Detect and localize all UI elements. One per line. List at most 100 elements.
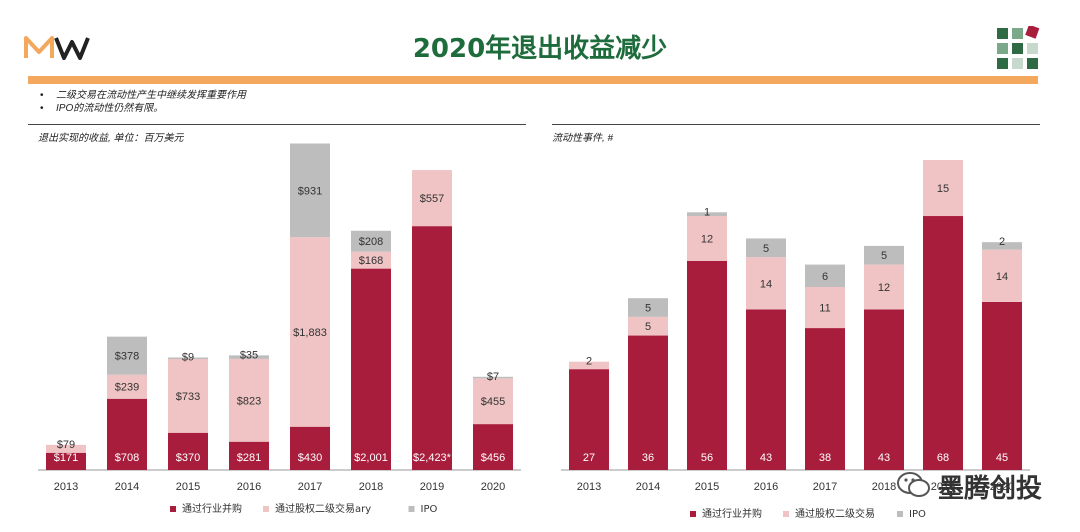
data-label: 5 bbox=[763, 243, 769, 255]
bullet-list: 二级交易在流动性产生中继续发挥重要作用 IPO的流动性仍然有限。 bbox=[40, 89, 246, 115]
data-label: 5 bbox=[645, 303, 651, 315]
mw-logo bbox=[24, 36, 90, 60]
bar-segment bbox=[229, 441, 269, 470]
legend-swatch bbox=[408, 506, 415, 512]
legend-swatch bbox=[263, 506, 269, 512]
data-label: $171 bbox=[54, 452, 78, 464]
data-label: 1 bbox=[704, 206, 710, 218]
bar-segment bbox=[687, 260, 727, 470]
x-tick-label: 2013 bbox=[54, 481, 78, 493]
data-label: $1,883 bbox=[293, 327, 327, 339]
data-label: 6 bbox=[822, 271, 828, 283]
legend-label: IPO bbox=[909, 509, 926, 520]
left-panel-rule bbox=[28, 124, 526, 125]
data-label: $9 bbox=[182, 351, 194, 363]
data-label: $168 bbox=[359, 255, 383, 267]
data-label: $370 bbox=[176, 452, 200, 464]
legend-label: 通过股权二级交易ary bbox=[275, 502, 371, 515]
data-label: $2,001 bbox=[354, 452, 388, 464]
bar-segment bbox=[107, 398, 147, 470]
bar-segment bbox=[687, 216, 727, 261]
legend-label: 通过股权二级交易 bbox=[795, 507, 875, 520]
x-tick-label: 2019 bbox=[931, 481, 955, 493]
header-accent-bar bbox=[28, 76, 1038, 84]
data-label: $557 bbox=[420, 193, 444, 205]
legend-swatch bbox=[170, 506, 176, 512]
bar-segment bbox=[168, 432, 208, 470]
bar-segment bbox=[46, 444, 86, 453]
x-tick-label: 2015 bbox=[695, 481, 719, 493]
bar-segment bbox=[805, 286, 845, 329]
grid-logo-icon bbox=[997, 26, 1040, 69]
data-label: $35 bbox=[240, 349, 258, 361]
data-label: 14 bbox=[760, 278, 772, 290]
data-label: $281 bbox=[237, 452, 261, 464]
data-label: 5 bbox=[881, 250, 887, 262]
data-label: 11 bbox=[819, 303, 830, 315]
legend-swatch bbox=[690, 511, 696, 517]
bar-segment bbox=[412, 170, 452, 227]
exit-proceeds-chart: $171$79 2013 $708 $239 $378 2014 $370 $733 $9 201… bbox=[38, 143, 521, 515]
data-label: 12 bbox=[878, 282, 890, 294]
x-tick-label: 2019 bbox=[420, 481, 444, 493]
bullet-item: IPO的流动性仍然有限。 bbox=[40, 102, 246, 115]
right-panel-rule bbox=[552, 124, 1040, 125]
bar-segment bbox=[473, 378, 513, 425]
data-label: 5 bbox=[645, 321, 651, 333]
bar-segment bbox=[351, 230, 391, 252]
x-tick-label: 2013 bbox=[577, 481, 601, 493]
bar-segment bbox=[412, 226, 452, 470]
bar-segment bbox=[805, 328, 845, 470]
data-label: 68 bbox=[937, 452, 949, 464]
bar-segment bbox=[351, 268, 391, 470]
x-tick-label: 2016 bbox=[237, 481, 261, 493]
data-label: $2,423* bbox=[413, 452, 452, 464]
bar-segment bbox=[746, 238, 786, 258]
wechat-icon bbox=[897, 472, 930, 497]
data-label: 2 bbox=[999, 236, 1005, 248]
bar-segment bbox=[107, 374, 147, 399]
bullet-item: 二级交易在流动性产生中继续发挥重要作用 bbox=[40, 89, 246, 102]
data-label: $7 bbox=[487, 371, 499, 383]
data-label: 12 bbox=[701, 233, 713, 245]
bar-segment bbox=[46, 452, 86, 470]
bar-segment bbox=[290, 143, 330, 238]
data-label: $430 bbox=[298, 452, 322, 464]
bar-segment bbox=[473, 376, 513, 379]
legend-label: 通过行业并购 bbox=[702, 507, 762, 520]
x-tick-label: 2016 bbox=[754, 481, 778, 493]
bar-segment bbox=[229, 358, 269, 442]
bar-segment bbox=[107, 336, 147, 375]
data-label: $733 bbox=[176, 391, 200, 403]
bar-segment bbox=[864, 309, 904, 470]
legend-label: IPO bbox=[421, 504, 438, 515]
legend-swatch bbox=[783, 511, 789, 517]
data-label: $378 bbox=[115, 351, 139, 363]
data-label: $79 bbox=[57, 439, 75, 451]
bar-segment bbox=[290, 237, 330, 427]
data-label: $239 bbox=[115, 382, 139, 394]
data-label: $931 bbox=[298, 185, 322, 197]
right-chart-title: 流动性事件, # bbox=[552, 133, 614, 144]
data-label: 43 bbox=[760, 452, 772, 464]
bar-segment bbox=[290, 426, 330, 470]
bar-segment bbox=[569, 361, 609, 370]
data-label: 45 bbox=[996, 452, 1008, 464]
liquidity-events-chart: 27 2 2013 36 5 5 2014 56 12 1 2015 43 14 5 2016 38 11 6 20… bbox=[561, 160, 1030, 520]
bar-segment bbox=[628, 298, 668, 317]
data-label: 15 bbox=[937, 183, 949, 195]
bar-segment bbox=[982, 242, 1022, 250]
data-label: $823 bbox=[237, 395, 261, 407]
data-label: 56 bbox=[701, 452, 713, 464]
data-label: $208 bbox=[359, 236, 383, 248]
bar-segment bbox=[982, 249, 1022, 302]
x-tick-label: 2017 bbox=[813, 481, 837, 493]
bar-segment bbox=[923, 160, 963, 217]
x-tick-label: 2014 bbox=[636, 481, 660, 493]
bar-segment bbox=[746, 309, 786, 470]
data-label: $456 bbox=[481, 452, 505, 464]
x-tick-label: 2017 bbox=[298, 481, 322, 493]
x-tick-label: 2018 bbox=[359, 481, 383, 493]
bar-segment bbox=[168, 358, 208, 433]
left-chart-title: 退出实现的收益, 单位：百万美元 bbox=[38, 133, 184, 144]
